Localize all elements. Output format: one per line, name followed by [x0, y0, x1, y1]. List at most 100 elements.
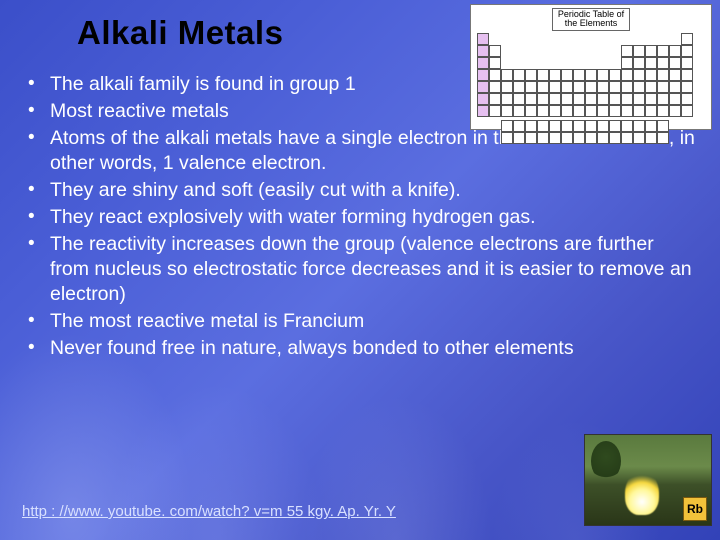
- ptable-cell: [609, 105, 621, 117]
- ptable-cell: [681, 69, 693, 81]
- ptable-cell: [501, 93, 513, 105]
- ptable-cell: [549, 120, 561, 132]
- ptable-cell: [513, 120, 525, 132]
- ptable-cell: [621, 81, 633, 93]
- ptable-cell: [657, 132, 669, 144]
- ptable-cell: [657, 45, 669, 57]
- ptable-cell: [501, 132, 513, 144]
- ptable-cell: [489, 93, 501, 105]
- ptable-cell: [669, 105, 681, 117]
- ptable-cell: [597, 93, 609, 105]
- ptable-cell: [609, 69, 621, 81]
- ptable-cell: [633, 105, 645, 117]
- ptable-cell: [669, 57, 681, 69]
- ptable-cell: [513, 105, 525, 117]
- ptable-cell: [645, 93, 657, 105]
- ptable-cell: [609, 93, 621, 105]
- ptable-cell: [525, 132, 537, 144]
- ptable-cell: [513, 69, 525, 81]
- ptable-cell: [681, 33, 693, 45]
- ptable-cell: [513, 81, 525, 93]
- ptable-cell: [585, 81, 597, 93]
- ptable-cell: [621, 132, 633, 144]
- ptable-cell: [621, 120, 633, 132]
- ptable-cell: [633, 69, 645, 81]
- ptable-cell: [657, 120, 669, 132]
- ptable-cell: [549, 132, 561, 144]
- ptable-cell: [501, 81, 513, 93]
- ptable-cell: [669, 45, 681, 57]
- ptable-cell: [537, 69, 549, 81]
- explosion-icon: [625, 471, 659, 515]
- list-item: They are shiny and soft (easily cut with…: [22, 178, 698, 203]
- ptable-cell: [645, 45, 657, 57]
- ptable-cell: [513, 93, 525, 105]
- ptable-cell: [633, 120, 645, 132]
- ptable-cell: [633, 93, 645, 105]
- ptable-cell: [645, 132, 657, 144]
- ptable-cell: [681, 57, 693, 69]
- ptable-cell: [573, 120, 585, 132]
- ptable-cell: [549, 105, 561, 117]
- list-item: Never found free in nature, always bonde…: [22, 336, 698, 361]
- ptable-cell: [657, 105, 669, 117]
- ptable-cell: [585, 69, 597, 81]
- ptable-cell: [525, 120, 537, 132]
- ptable-cell: [561, 69, 573, 81]
- ptable-cell: [597, 105, 609, 117]
- ptable-cell: [477, 45, 489, 57]
- youtube-link[interactable]: http : //www. youtube. com/watch? v=m 55…: [22, 503, 396, 520]
- ptable-cell: [597, 132, 609, 144]
- ptable-cell: [489, 81, 501, 93]
- ptable-cell: [549, 81, 561, 93]
- ptable-cell: [585, 132, 597, 144]
- ptable-cell: [645, 57, 657, 69]
- ptable-cell: [585, 120, 597, 132]
- ptable-cell: [657, 69, 669, 81]
- ptable-cell: [477, 81, 489, 93]
- ptable-cell: [645, 69, 657, 81]
- ptable-cell: [621, 69, 633, 81]
- ptable-cell: [489, 45, 501, 57]
- ptable-cell: [633, 57, 645, 69]
- ptable-cell: [633, 81, 645, 93]
- ptable-cell: [561, 105, 573, 117]
- ptable-cell: [681, 45, 693, 57]
- ptable-cell: [537, 120, 549, 132]
- ptable-cell: [489, 105, 501, 117]
- ptable-cell: [525, 105, 537, 117]
- ptable-cell: [501, 69, 513, 81]
- ptable-cell: [681, 105, 693, 117]
- ptable-cell: [489, 57, 501, 69]
- ptable-cell: [621, 57, 633, 69]
- ptable-cell: [477, 33, 489, 45]
- ptable-cell: [549, 69, 561, 81]
- ptable-cell: [585, 93, 597, 105]
- ptable-cell: [633, 132, 645, 144]
- ptable-cell: [573, 93, 585, 105]
- ptable-cell: [537, 93, 549, 105]
- ptable-cell: [657, 93, 669, 105]
- list-item: The most reactive metal is Francium: [22, 309, 698, 334]
- ptable-cell: [501, 105, 513, 117]
- ptable-cell: [609, 81, 621, 93]
- ptable-cell: [477, 57, 489, 69]
- ptable-cell: [561, 120, 573, 132]
- ptable-cell: [573, 81, 585, 93]
- ptable-cell: [597, 81, 609, 93]
- ptable-cell: [561, 81, 573, 93]
- ptable-cell: [537, 105, 549, 117]
- ptable-cell: [561, 132, 573, 144]
- ptable-cell: [513, 132, 525, 144]
- ptable-cell: [621, 93, 633, 105]
- ptable-cell: [549, 93, 561, 105]
- ptable-cell: [525, 81, 537, 93]
- ptable-cell: [525, 93, 537, 105]
- ptable-cell: [585, 105, 597, 117]
- ptable-cell: [621, 105, 633, 117]
- ptable-cell: [669, 69, 681, 81]
- ptable-title: Periodic Table of the Elements: [552, 8, 630, 31]
- ptable-cell: [573, 69, 585, 81]
- ptable-cell: [537, 81, 549, 93]
- ptable-cell: [669, 93, 681, 105]
